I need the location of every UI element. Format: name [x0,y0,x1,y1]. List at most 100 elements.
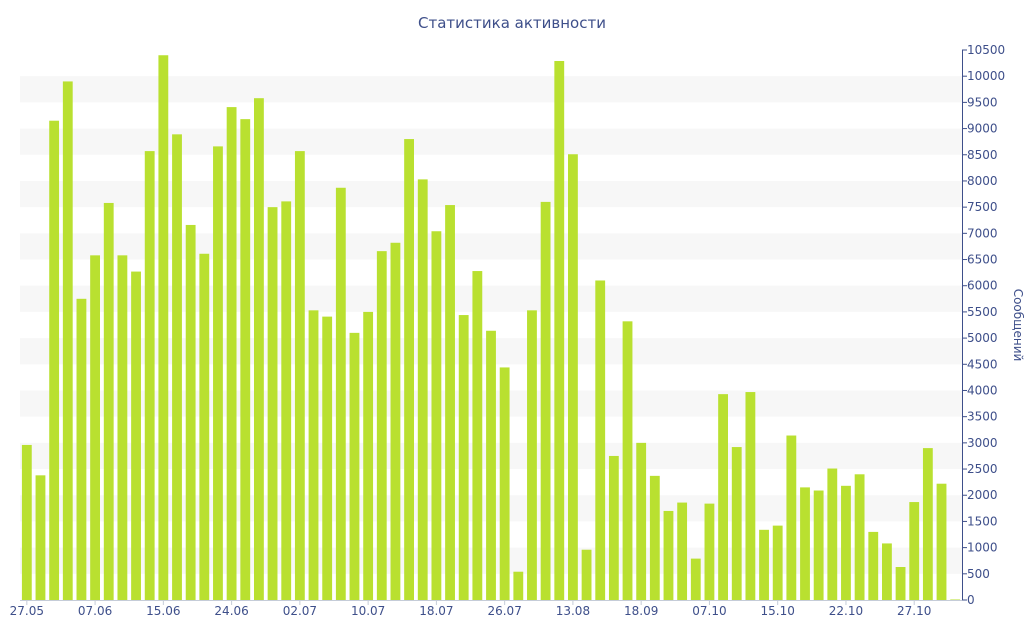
y-tick-label: 1000 [967,541,998,555]
x-tick-label: 22.10 [829,604,863,618]
bar [704,503,715,600]
y-tick-label: 1500 [967,514,998,528]
y-tick-label: 4500 [967,357,998,371]
bar [841,485,851,600]
bar [404,139,414,601]
x-tick-label: 26.07 [487,604,521,618]
bar [103,202,114,600]
bar [308,310,319,600]
bar [431,231,442,601]
bar [649,475,660,600]
bar [895,567,906,600]
y-tick-label: 3500 [967,410,998,424]
y-tick-label: 4000 [967,383,998,397]
bar [294,151,305,600]
bar [922,448,933,600]
bar [322,316,333,600]
bar [759,529,769,600]
bar [827,468,838,600]
y-tick-label: 10500 [967,43,1005,57]
bar [868,531,879,600]
y-tick-label: 5500 [967,305,998,319]
bar [786,435,797,600]
bar [595,280,606,600]
bar [62,81,73,601]
bar [76,298,87,600]
axes: 0 500 1000 1500 2000 2500 3000 3500 4000 4500 5000… [10,43,1006,618]
bar [636,442,647,600]
bar [486,330,496,600]
bar [49,120,60,601]
y-tick-label: 6500 [967,253,998,267]
bar [472,271,483,600]
bar [363,311,374,600]
x-tick-label: 02.07 [283,604,317,618]
bar [527,310,537,600]
bar [35,475,46,600]
bar [513,571,524,600]
bar [199,253,210,600]
chart-title: Статистика активности [418,14,606,32]
bar [854,474,865,600]
bar [677,502,688,600]
bar [950,599,961,601]
y-tick-label: 2500 [967,462,998,476]
y-tick-label: 7500 [967,200,998,214]
x-tick-label: 13.08 [556,604,590,618]
y-tick-label: 8000 [967,174,998,188]
bar [335,187,346,600]
bar [281,201,292,600]
bar [349,332,360,600]
x-tick-label: 10.07 [351,604,385,618]
x-tick-label: 15.10 [761,604,795,618]
y-tick-label: 9000 [967,122,998,136]
bar [936,483,947,600]
bar [568,154,578,601]
bar [376,251,387,600]
bar [772,525,783,600]
x-tick-label: 18.07 [419,604,453,618]
y-tick-label: 3000 [967,436,998,450]
bar [690,558,701,600]
bar [499,367,510,600]
bar [172,134,182,600]
y-tick-label: 10000 [967,69,1005,83]
bar [745,392,756,600]
y-tick-label: 6000 [967,279,998,293]
bar [608,455,619,600]
bar [581,549,592,600]
bar [718,394,728,600]
bar [254,98,264,600]
y-tick-label: 500 [967,567,990,581]
bar [458,315,469,600]
bar [663,510,674,600]
x-tick-label: 27.05 [10,604,44,618]
y-tick-label: 2000 [967,488,998,502]
bar [267,207,278,600]
x-tick-label: 15.06 [146,604,180,618]
bar [144,151,155,600]
y-axis-title: Сообщений [1011,289,1024,362]
bar [117,255,128,600]
x-tick-label: 07.10 [692,604,726,618]
y-tick-label: 7000 [967,226,998,240]
bar [554,61,565,600]
bar [813,490,824,600]
bar [21,444,32,600]
y-tick-label: 8500 [967,148,998,162]
x-tick-label: 27.10 [897,604,931,618]
bar [882,543,892,600]
bar [417,179,428,600]
x-tick-label: 18.09 [624,604,658,618]
bar [731,447,742,600]
bar [240,119,251,600]
bars [21,55,961,601]
bar [622,321,633,600]
bar [800,487,810,600]
y-tick-label: 0 [967,593,975,607]
grid-band [20,76,962,103]
x-tick-label: 07.06 [78,604,112,618]
y-tick-label: 5000 [967,331,998,345]
